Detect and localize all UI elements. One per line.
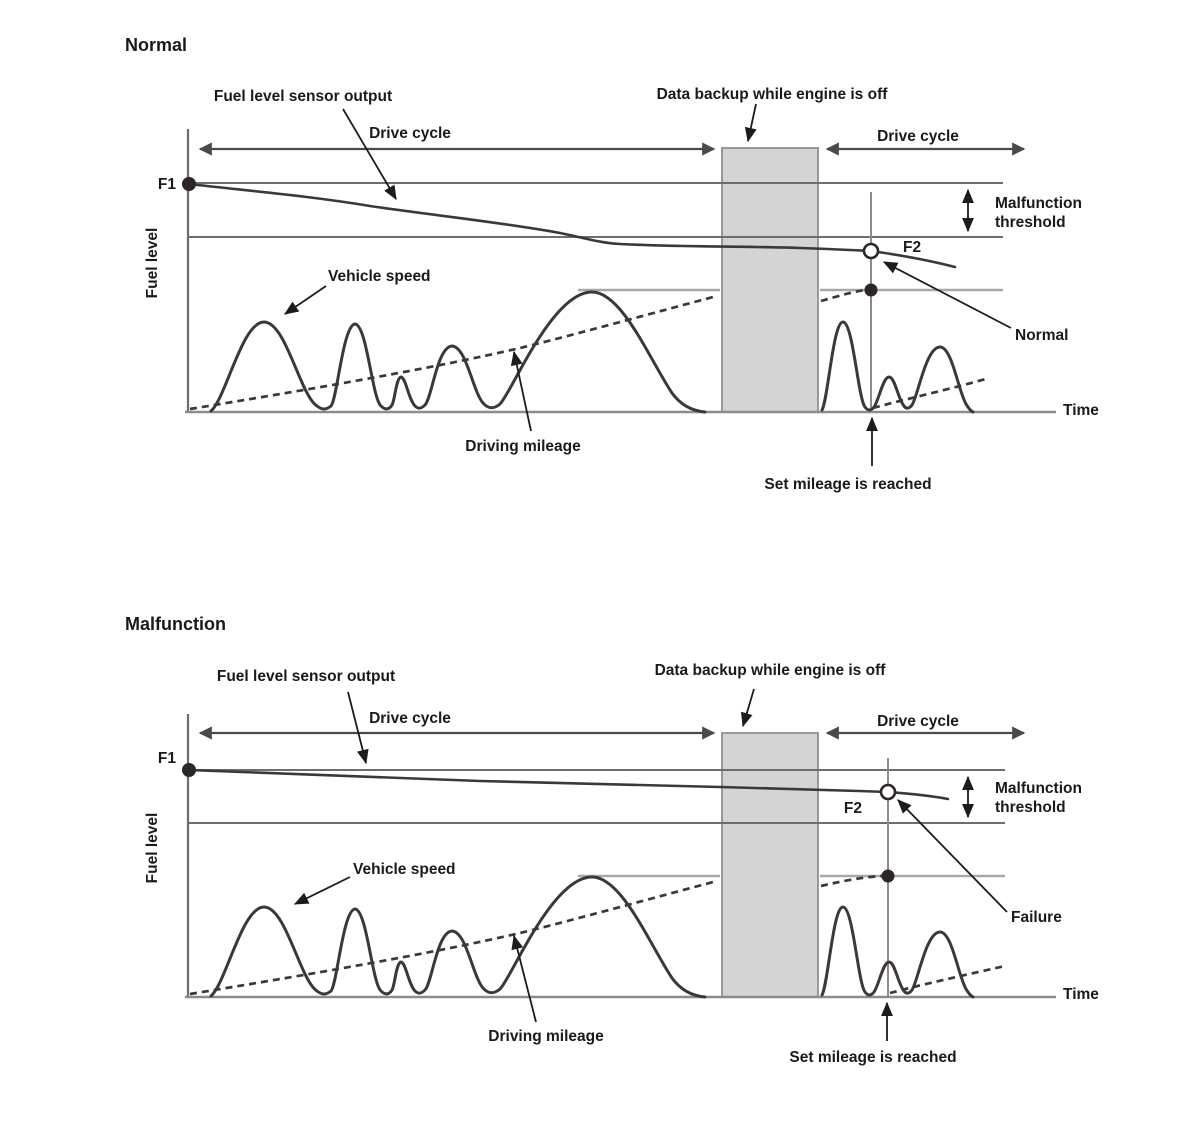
- driving-mileage-label: Driving mileage: [488, 1028, 604, 1045]
- vehicle-speed-arrow: [293, 876, 351, 905]
- f2-label: F2: [844, 800, 862, 817]
- f1-label: F1: [158, 176, 176, 193]
- fuel-level-axis-label: Fuel level: [144, 813, 161, 884]
- threshold-label-line1: Malfunction: [995, 780, 1082, 797]
- result-label: Failure: [1011, 909, 1062, 926]
- sensor-output-arrow: [347, 691, 369, 765]
- drive-cycle-left-label: Drive cycle: [369, 710, 451, 727]
- vehicle-speed-curve-after-backup: [820, 905, 975, 999]
- driving-mileage-arrow: [510, 350, 532, 432]
- time-axis-label: Time: [1063, 402, 1099, 419]
- driving-mileage-curve: [189, 294, 718, 411]
- vehicle-speed-curve: [209, 290, 707, 414]
- time-axis-label: Time: [1063, 986, 1099, 1003]
- data-backup-arrow: [741, 688, 755, 728]
- threshold-label-line2: threshold: [995, 799, 1066, 816]
- set-mileage-label: Set mileage is reached: [789, 1049, 956, 1066]
- result-label: Normal: [1015, 327, 1068, 344]
- set-mileage-point: [864, 283, 878, 297]
- f1-point: [182, 763, 196, 777]
- threshold-label-line2: threshold: [995, 214, 1066, 231]
- fuel-level-sensor-curve: [187, 182, 957, 269]
- threshold-label-line1: Malfunction: [995, 195, 1082, 212]
- data-backup-arrow: [744, 103, 757, 143]
- data-backup-label: Data backup while engine is off: [657, 86, 889, 103]
- driving-mileage-label: Driving mileage: [465, 438, 581, 455]
- driving-mileage-curve-after-backup: [820, 288, 867, 303]
- vehicle-speed-curve-after-backup: [820, 320, 975, 414]
- fuel-level-sensor-curve: [187, 768, 950, 801]
- fuel-level-axis-label: Fuel level: [144, 228, 161, 299]
- vehicle-speed-label: Vehicle speed: [353, 861, 456, 878]
- sensor-output-label: Fuel level sensor output: [214, 88, 392, 105]
- normal-result-arrow: [882, 261, 1012, 329]
- diagram-title: Normal: [125, 35, 187, 55]
- vehicle-speed-curve: [209, 875, 707, 999]
- driving-mileage-curve-reset: [889, 964, 1006, 995]
- data-backup-label: Data backup while engine is off: [655, 662, 887, 679]
- f2-point: [879, 783, 897, 801]
- f1-label: F1: [158, 750, 176, 767]
- driving-mileage-curve-after-backup: [820, 874, 883, 888]
- drive-cycle-right-label: Drive cycle: [877, 128, 959, 145]
- sensor-output-arrow: [342, 108, 397, 201]
- drive-cycle-right-label: Drive cycle: [877, 713, 959, 730]
- diagram-malfunction: Malfunction Drive cycle Drive cycle: [125, 614, 1099, 1066]
- drive-cycle-left-label: Drive cycle: [369, 125, 451, 142]
- f2-label: F2: [903, 239, 921, 256]
- driving-mileage-curve-reset: [872, 376, 990, 410]
- f1-point: [182, 177, 196, 191]
- set-mileage-label: Set mileage is reached: [764, 476, 931, 493]
- diagram-normal: Normal Drive cycle Drive cycle: [125, 35, 1099, 493]
- failure-result-arrow: [897, 799, 1008, 913]
- diagram-title: Malfunction: [125, 614, 226, 634]
- driving-mileage-curve: [189, 879, 718, 996]
- f2-point: [862, 242, 880, 260]
- vehicle-speed-arrow: [284, 285, 327, 315]
- data-backup-band: [721, 147, 819, 413]
- sensor-output-label: Fuel level sensor output: [217, 668, 395, 685]
- driving-mileage-arrow: [511, 934, 537, 1023]
- data-backup-band: [721, 732, 819, 998]
- vehicle-speed-label: Vehicle speed: [328, 268, 431, 285]
- set-mileage-point: [881, 869, 895, 883]
